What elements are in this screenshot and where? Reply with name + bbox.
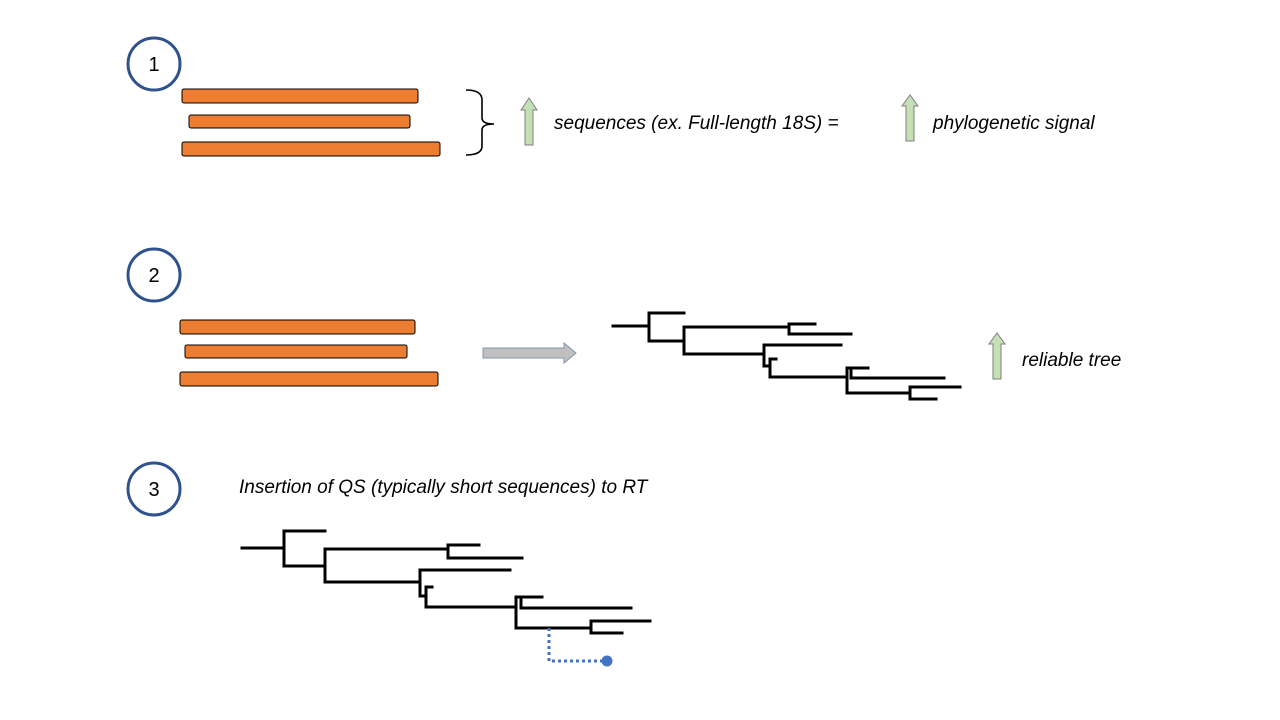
right-brace — [465, 89, 495, 156]
step-1: 1 sequences (ex. Full-length 18S) = phyl… — [126, 36, 1095, 157]
sequence-bar — [184, 344, 408, 359]
step-2: 2 — [126, 247, 1121, 401]
reliable-tree-label: reliable tree — [1022, 350, 1121, 371]
sequence-bar — [179, 371, 439, 387]
reference-tree — [611, 311, 962, 401]
step-2-number: 2 — [148, 265, 159, 287]
reference-tree — [240, 529, 652, 635]
right-arrow-icon — [482, 341, 577, 365]
sequence-bar — [181, 141, 441, 157]
sequence-bar — [188, 114, 411, 129]
step-2-circle — [126, 247, 182, 303]
step-1-circle — [126, 36, 182, 92]
step-3: 3 Insertion of QS (typically short seque… — [126, 461, 652, 667]
step-3-number: 3 — [148, 479, 159, 501]
insertion-label: Insertion of QS (typically short sequenc… — [239, 477, 649, 498]
query-sequence-branch — [547, 628, 606, 663]
step-3-circle — [126, 461, 182, 517]
up-arrow-icon — [901, 94, 919, 142]
sequence-bar — [181, 88, 419, 104]
query-sequence-dot — [601, 655, 613, 667]
up-arrow-icon — [520, 97, 538, 146]
sequences-label: sequences (ex. Full-length 18S) = — [554, 113, 839, 134]
phylogenetic-signal-label: phylogenetic signal — [932, 113, 1095, 134]
sequence-bar — [179, 319, 416, 335]
step-1-number: 1 — [148, 54, 159, 76]
up-arrow-icon — [988, 332, 1006, 380]
